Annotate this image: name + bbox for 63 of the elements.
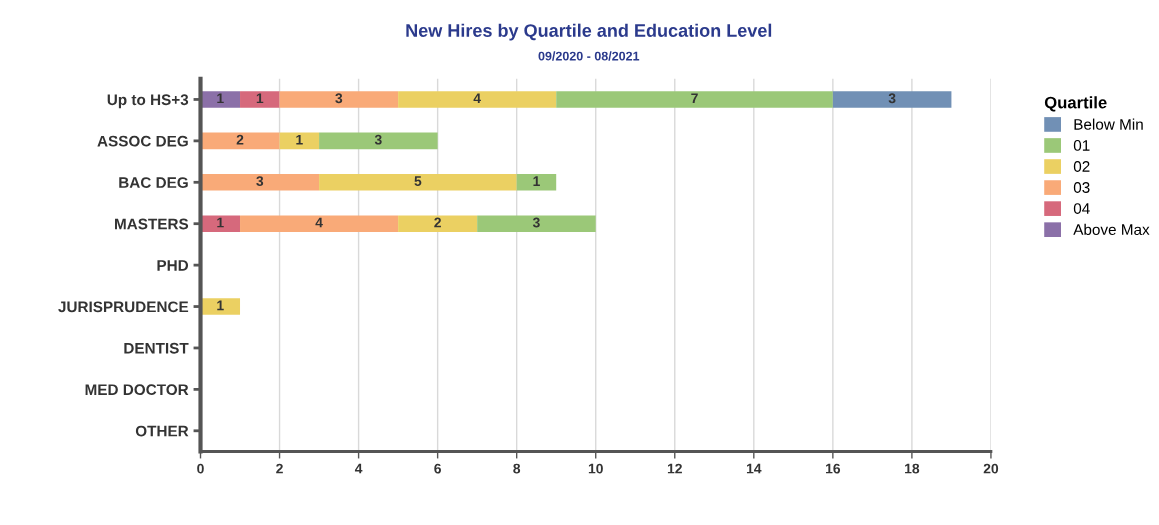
legend-label: Above Max [1073, 223, 1150, 236]
x-tick-label: 18 [905, 463, 920, 474]
data-label: 1 [533, 176, 540, 186]
data-label: 3 [374, 134, 382, 145]
y-tick-label: PHD [157, 260, 189, 271]
legend-label: Below Min [1074, 118, 1143, 130]
bar [398, 91, 557, 108]
legend-title: Quartile [1044, 96, 1107, 112]
x-tick-label: 20 [983, 463, 999, 474]
legend-label: 02 [1073, 161, 1090, 172]
data-label: 1 [217, 300, 224, 311]
data-label: 3 [335, 93, 343, 104]
legend-label: 01 [1073, 140, 1090, 151]
data-label: 1 [296, 134, 303, 145]
bar [200, 174, 320, 191]
bar [200, 132, 280, 150]
x-tick-label: 2 [276, 463, 283, 474]
bar [556, 91, 833, 108]
bar [319, 174, 517, 191]
bar [319, 132, 438, 150]
data-label: 7 [691, 93, 698, 104]
data-label: 3 [532, 217, 540, 228]
data-label: 1 [217, 93, 224, 104]
data-label: 2 [236, 134, 244, 145]
data-label: 4 [315, 217, 323, 228]
data-label: 2 [434, 217, 441, 228]
data-label: 4 [473, 93, 481, 104]
bar [200, 91, 241, 108]
bar [200, 298, 241, 315]
y-tick-label: Up to HS+3 [107, 94, 189, 109]
data-label: 3 [888, 93, 896, 104]
bar [200, 215, 241, 232]
x-tick-label: 6 [434, 463, 441, 474]
y-tick-label: MASTERS [115, 218, 189, 230]
y-tick-label: ASSOC DEG [97, 135, 188, 147]
x-tick-label: 10 [588, 463, 603, 474]
x-tick-label: 12 [667, 463, 682, 474]
x-tick-label: 16 [826, 463, 841, 474]
bar [398, 215, 478, 232]
x-tick-label: 14 [746, 463, 762, 474]
x-tick-label: 4 [354, 463, 363, 474]
data-label: 5 [414, 176, 422, 187]
data-label: 1 [256, 93, 264, 104]
bar [477, 215, 596, 232]
bar [279, 132, 320, 150]
y-tick-label: MED DOCTOR [85, 384, 189, 396]
data-label: 1 [217, 217, 224, 228]
bar [516, 174, 557, 191]
bar [832, 91, 952, 108]
bar [240, 91, 280, 108]
data-label: 3 [256, 176, 264, 187]
bar [240, 215, 399, 232]
y-tick-label: BAC DEG [119, 177, 188, 188]
y-tick-label: JURISPRUDENCE [58, 301, 189, 313]
y-tick-label: DENTIST [124, 342, 189, 354]
x-tick-label: 8 [513, 463, 521, 474]
legend-label: 04 [1073, 203, 1090, 214]
legend-label: 03 [1073, 182, 1090, 193]
chart-subtitle: 09/2020 - 08/2021 [538, 51, 640, 61]
x-tick-label: 0 [197, 463, 204, 474]
y-tick-label: OTHER [135, 425, 189, 437]
bar [279, 91, 399, 108]
chart-title: New Hires by Quartile and Education Level [406, 23, 772, 41]
